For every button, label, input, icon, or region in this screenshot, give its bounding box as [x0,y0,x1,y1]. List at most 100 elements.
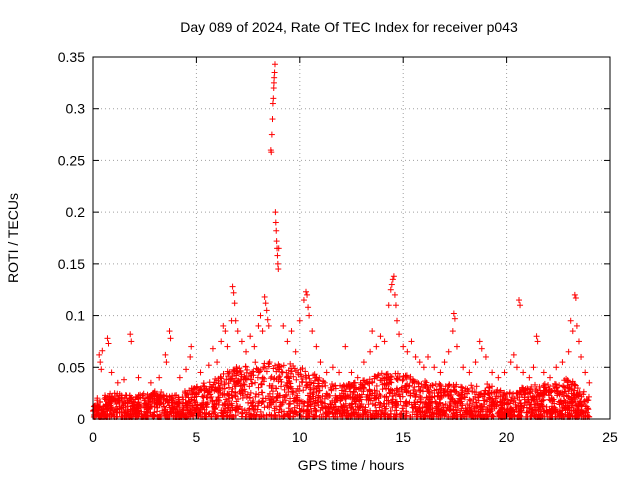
data-point [493,389,500,396]
data-point [511,395,518,402]
data-point [301,400,308,407]
data-point [217,374,224,381]
data-point [287,395,294,402]
data-point [501,390,508,397]
data-point [473,383,480,390]
data-point [379,407,386,414]
data-point [186,387,193,394]
data-point [413,379,420,386]
data-point [302,368,309,375]
data-point [488,406,495,413]
data-point [252,393,259,400]
data-point [231,381,238,388]
data-point [221,379,228,386]
data-point [479,393,486,400]
data-point [498,404,505,411]
data-point [252,359,259,366]
data-point [278,368,285,375]
data-point [280,362,287,369]
data-point [379,386,386,393]
data-point [378,370,385,377]
data-point [540,396,547,403]
data-point [373,382,380,389]
data-point [316,387,323,394]
data-point [376,399,383,406]
data-point [233,364,240,371]
data-point [375,371,382,378]
data-point [271,405,278,412]
data-point [372,401,379,408]
data-point [288,368,295,375]
data-point [431,387,438,394]
data-point [185,406,192,413]
data-point [299,376,306,383]
data-point [328,387,335,394]
data-point [445,383,452,390]
data-point [363,378,370,385]
data-point [476,391,483,398]
data-point [533,386,540,393]
data-point [278,383,285,390]
data-point [539,397,546,404]
data-point [311,405,318,412]
data-point [154,408,161,415]
data-point [371,387,378,394]
data-point [327,384,334,391]
data-point [169,392,176,399]
data-point [340,390,347,397]
data-point [523,409,530,416]
data-point [317,398,324,405]
data-point [246,395,253,402]
data-point [372,402,379,409]
data-point [255,384,262,391]
data-point [556,382,563,389]
data-point [531,381,538,388]
data-point [244,366,251,373]
data-point [313,408,320,415]
data-point [144,391,151,398]
data-point [383,394,390,401]
data-point [332,385,339,392]
data-point [306,375,313,382]
data-points [90,61,593,420]
data-point [374,372,381,379]
data-point [315,382,322,389]
data-point [269,388,276,395]
data-point [215,394,222,401]
data-point [569,378,576,385]
data-point [296,405,303,412]
data-point [108,395,115,402]
data-point [384,397,391,404]
data-point [560,393,567,400]
data-point [400,373,407,380]
data-point [294,369,301,376]
data-point [311,371,318,378]
data-point [261,404,268,411]
data-point [206,388,213,395]
data-point [512,399,519,406]
data-point [310,380,317,387]
data-point [411,399,418,406]
data-point [279,394,286,401]
data-point [319,393,326,400]
data-point [415,383,422,390]
data-point [423,379,430,386]
data-point [332,382,339,389]
data-point [179,407,186,414]
chart-title: Day 089 of 2024, Rate Of TEC Index for r… [180,19,518,35]
data-point [484,381,491,388]
data-point [211,409,218,416]
data-point [468,382,475,389]
data-point [441,410,448,417]
data-point [264,403,271,410]
data-point [242,363,249,370]
data-point [239,409,246,416]
data-point [300,387,307,394]
data-point [487,408,494,415]
data-point [367,388,374,395]
data-point [293,376,300,383]
data-point [229,385,236,392]
data-point [259,389,266,396]
data-point [281,386,288,393]
